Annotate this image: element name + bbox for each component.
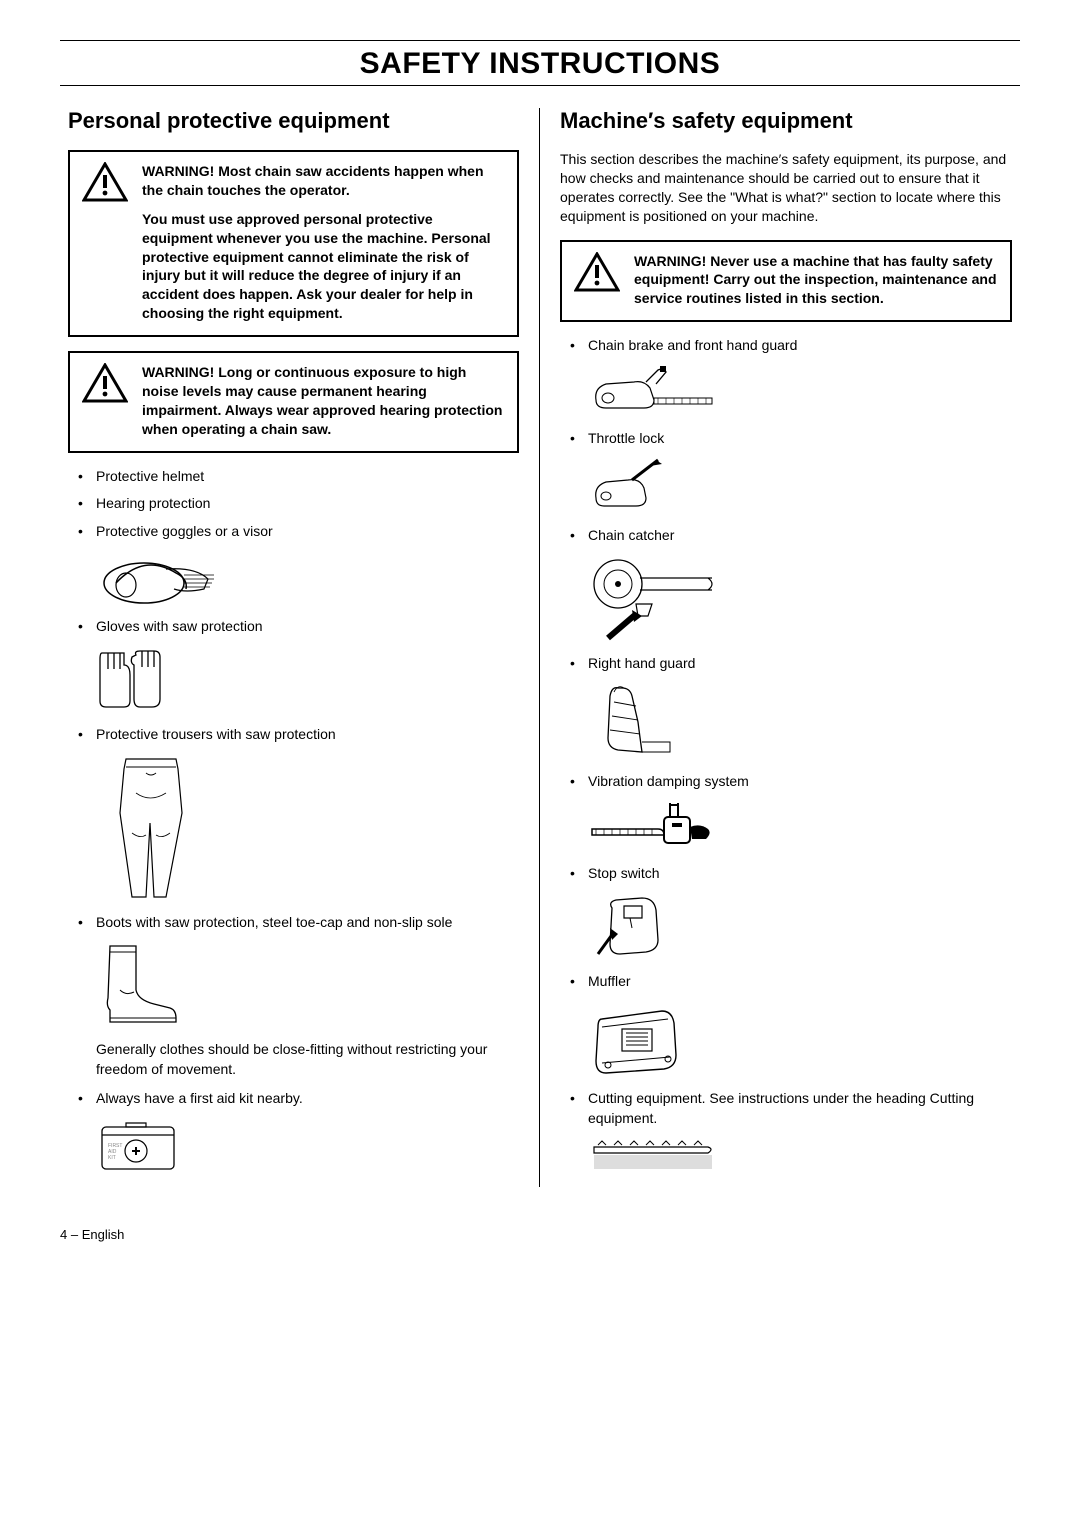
machine-intro: This section describes the machine′s saf…: [560, 150, 1012, 226]
page-language: English: [82, 1227, 125, 1242]
handguard-illustration: [588, 682, 1012, 762]
content-columns: Personal protective equipment WARNING! M…: [60, 108, 1020, 1187]
warning-text: WARNING! Long or continuous exposure to …: [142, 363, 505, 439]
chainbrake-illustration: [588, 364, 1012, 419]
page-number: 4: [60, 1227, 67, 1242]
warning-icon: [82, 363, 130, 439]
chaincatcher-illustration: [588, 554, 1012, 644]
list-item: Chain brake and front hand guard: [560, 336, 1012, 356]
page-title: SAFETY INSTRUCTIONS: [60, 47, 1020, 81]
machine-list: Cutting equipment. See instructions unde…: [560, 1089, 1012, 1128]
list-item: Protective goggles or a visor: [68, 522, 519, 542]
list-item: Chain catcher: [560, 526, 1012, 546]
vibration-illustration: [588, 799, 1012, 854]
muffler-illustration: [588, 999, 1012, 1079]
svg-text:KIT: KIT: [108, 1155, 116, 1161]
left-column: Personal protective equipment WARNING! M…: [60, 108, 540, 1187]
throttle-illustration: [588, 456, 1012, 516]
machine-list: Chain brake and front hand guard: [560, 336, 1012, 356]
machine-list: Muffler: [560, 972, 1012, 992]
list-item: Gloves with saw protection: [68, 617, 519, 637]
ppe-list: Always have a first aid kit nearby.: [68, 1089, 519, 1109]
list-item: Always have a first aid kit nearby.: [68, 1089, 519, 1109]
warning-box-machine: WARNING! Never use a machine that has fa…: [560, 240, 1012, 323]
footer-sep: –: [71, 1227, 82, 1242]
warning-text: WARNING! Most chain saw accidents happen…: [142, 162, 505, 200]
helmet-illustration: [96, 549, 519, 607]
warning-text: You must use approved personal protectiv…: [142, 210, 505, 323]
ppe-heading: Personal protective equipment: [68, 108, 519, 134]
machine-list: Right hand guard: [560, 654, 1012, 674]
list-item: Vibration damping system: [560, 772, 1012, 792]
list-item: Throttle lock: [560, 429, 1012, 449]
machine-list: Chain catcher: [560, 526, 1012, 546]
warning-box-ppe-1: WARNING! Most chain saw accidents happen…: [68, 150, 519, 337]
ppe-list: Protective trousers with saw protection: [68, 725, 519, 745]
machine-list: Vibration damping system: [560, 772, 1012, 792]
list-item: Boots with saw protection, steel toe-cap…: [68, 913, 519, 933]
list-item: Right hand guard: [560, 654, 1012, 674]
list-item: Stop switch: [560, 864, 1012, 884]
list-item: Protective helmet: [68, 467, 519, 487]
list-item: Muffler: [560, 972, 1012, 992]
boots-illustration: [96, 940, 519, 1030]
warning-icon: [574, 252, 622, 309]
warning-box-ppe-2: WARNING! Long or continuous exposure to …: [68, 351, 519, 453]
list-item: Cutting equipment. See instructions unde…: [560, 1089, 1012, 1128]
firstaid-illustration: FIRST AID KIT: [96, 1117, 519, 1177]
ppe-list: Boots with saw protection, steel toe-cap…: [68, 913, 519, 933]
warning-icon: [82, 162, 130, 323]
machine-list: Throttle lock: [560, 429, 1012, 449]
right-column: Machine′s safety equipment This section …: [540, 108, 1020, 1187]
page-header: SAFETY INSTRUCTIONS: [60, 40, 1020, 86]
ppe-list: Protective helmet Hearing protection Pro…: [68, 467, 519, 542]
ppe-list: Gloves with saw protection: [68, 617, 519, 637]
warning-text: WARNING! Never use a machine that has fa…: [634, 252, 998, 309]
gloves-illustration: [96, 645, 519, 715]
ppe-note: Generally clothes should be close-fittin…: [96, 1040, 519, 1079]
cutting-illustration: [588, 1137, 1012, 1177]
machine-list: Stop switch: [560, 864, 1012, 884]
stopswitch-illustration: [588, 892, 1012, 962]
machine-heading: Machine′s safety equipment: [560, 108, 1012, 134]
trousers-illustration: [96, 753, 519, 903]
list-item: Hearing protection: [68, 494, 519, 514]
page-footer: 4 – English: [60, 1227, 1020, 1242]
list-item: Protective trousers with saw protection: [68, 725, 519, 745]
